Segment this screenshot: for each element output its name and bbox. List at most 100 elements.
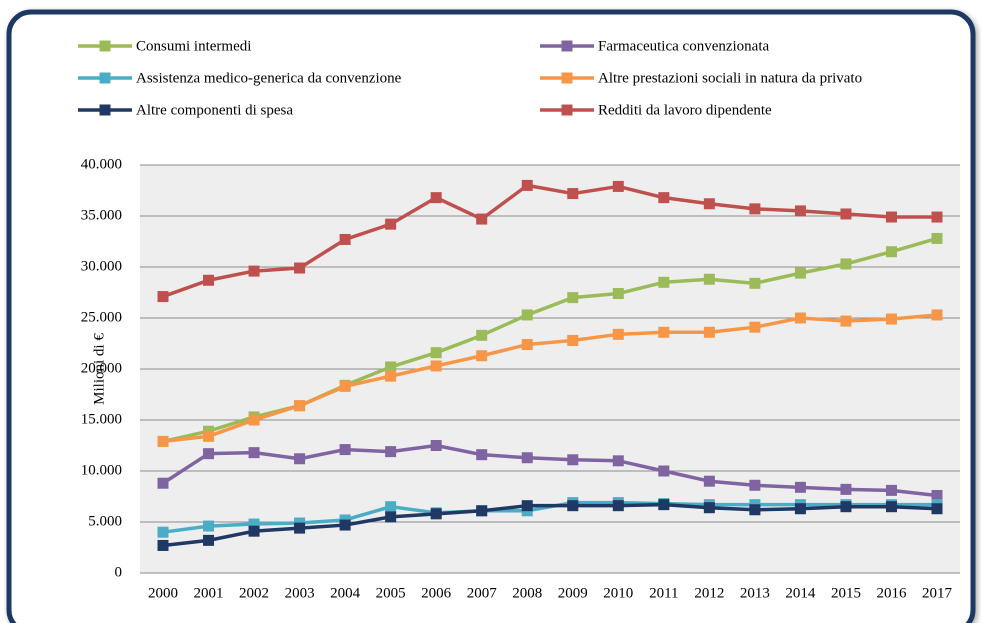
- legend-label: Redditi da lavoro dipendente: [598, 102, 772, 118]
- marker: [430, 508, 442, 520]
- marker: [521, 452, 533, 464]
- marker: [658, 192, 670, 204]
- marker: [521, 500, 533, 512]
- y-tick-label: 5.000: [88, 513, 122, 529]
- legend-marker: [99, 72, 111, 84]
- y-tick-label: 20.000: [81, 360, 122, 376]
- marker: [840, 258, 852, 270]
- marker: [339, 519, 351, 531]
- marker: [885, 313, 897, 325]
- marker: [658, 326, 670, 338]
- marker: [749, 479, 761, 491]
- marker: [476, 449, 488, 461]
- marker: [430, 347, 442, 359]
- marker: [476, 213, 488, 225]
- series-line: [162, 502, 938, 548]
- x-tick-label: 2002: [239, 585, 269, 601]
- x-tick-label: 2004: [330, 585, 361, 601]
- marker: [476, 329, 488, 341]
- marker: [385, 511, 397, 523]
- marker: [339, 380, 351, 392]
- legend-label: Assistenza medico-generica da convenzion…: [136, 70, 402, 86]
- marker: [703, 198, 715, 210]
- marker: [612, 328, 624, 340]
- x-tick-label: 2014: [785, 585, 816, 601]
- x-tick-label: 2009: [558, 585, 588, 601]
- x-tick-label: 2007: [467, 585, 498, 601]
- marker: [430, 440, 442, 451]
- marker: [203, 448, 215, 460]
- marker: [612, 288, 624, 300]
- y-tick-label: 10.000: [81, 462, 122, 478]
- marker: [749, 277, 761, 289]
- marker: [248, 265, 260, 277]
- marker: [476, 350, 488, 362]
- marker: [476, 505, 488, 517]
- marker: [931, 489, 943, 501]
- y-tick-label: 0: [115, 564, 123, 580]
- marker: [567, 292, 579, 304]
- marker: [203, 534, 215, 546]
- marker: [612, 455, 624, 467]
- x-tick-label: 2000: [148, 585, 178, 601]
- x-tick-label: 2005: [376, 585, 406, 601]
- marker: [385, 218, 397, 230]
- marker: [567, 334, 579, 346]
- marker: [931, 211, 943, 223]
- marker: [203, 520, 215, 532]
- marker: [203, 274, 215, 286]
- legend-label: Farmaceutica convenzionata: [598, 38, 770, 54]
- marker: [840, 315, 852, 327]
- marker: [794, 503, 806, 515]
- marker: [885, 246, 897, 258]
- marker: [248, 525, 260, 537]
- marker: [703, 502, 715, 514]
- marker: [521, 339, 533, 351]
- marker: [840, 501, 852, 513]
- marker: [567, 188, 579, 200]
- legend-label: Altre componenti di spesa: [136, 102, 293, 118]
- marker: [840, 483, 852, 495]
- x-tick-label: 2011: [649, 585, 678, 601]
- x-tick-label: 2001: [194, 585, 224, 601]
- series-line: [162, 183, 937, 299]
- x-tick-label: 2006: [421, 585, 452, 601]
- legend-marker: [99, 40, 111, 52]
- marker: [703, 475, 715, 487]
- y-tick-label: 15.000: [81, 411, 122, 427]
- x-tick-label: 2003: [285, 585, 315, 601]
- marker: [385, 501, 397, 513]
- marker: [294, 453, 306, 465]
- legend-marker: [561, 104, 573, 116]
- marker: [612, 500, 624, 512]
- legend-marker: [561, 72, 573, 84]
- marker: [749, 321, 761, 333]
- x-tick-label: 2010: [603, 585, 633, 601]
- marker: [157, 539, 169, 551]
- y-tick-label: 30.000: [81, 258, 122, 274]
- marker: [567, 454, 579, 466]
- marker: [248, 518, 260, 530]
- x-tick-label: 2008: [512, 585, 542, 601]
- marker: [157, 477, 169, 489]
- x-tick-label: 2016: [876, 585, 907, 601]
- x-tick-label: 2017: [922, 585, 953, 601]
- marker: [248, 447, 260, 459]
- marker: [248, 414, 260, 426]
- y-tick-label: 40.000: [81, 156, 122, 172]
- marker: [612, 180, 624, 192]
- marker: [931, 232, 943, 244]
- legend-marker: [99, 104, 111, 116]
- legend-marker: [561, 40, 573, 52]
- legend-label: Consumi intermedi: [136, 38, 251, 54]
- marker: [521, 179, 533, 191]
- marker: [840, 208, 852, 220]
- marker: [294, 400, 306, 412]
- series-line: [162, 443, 938, 498]
- marker: [794, 481, 806, 493]
- marker: [931, 309, 943, 321]
- marker: [157, 291, 169, 303]
- marker: [430, 360, 442, 372]
